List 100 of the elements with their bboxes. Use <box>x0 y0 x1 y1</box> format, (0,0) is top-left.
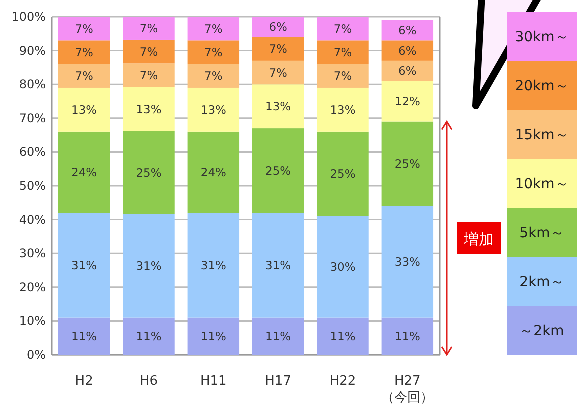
data-label: 12% <box>394 94 421 108</box>
data-label: 7% <box>334 69 352 84</box>
bar <box>123 87 175 132</box>
text: 15km～ <box>515 128 569 144</box>
data-label: 24% <box>72 165 98 180</box>
data-label: 7% <box>334 45 352 60</box>
bar <box>188 17 240 41</box>
bar <box>252 60 304 85</box>
bar <box>58 40 110 64</box>
data-label: 33% <box>394 255 421 270</box>
bar <box>317 132 369 216</box>
bar <box>317 40 369 64</box>
bar <box>382 81 434 122</box>
y-tick-label: 60% <box>19 145 46 160</box>
bar <box>317 216 369 318</box>
bar <box>382 20 434 41</box>
data-label: 6% <box>398 64 417 78</box>
bar <box>123 131 175 214</box>
bar <box>382 60 434 82</box>
data-label: 25% <box>136 166 162 180</box>
bar <box>252 17 304 38</box>
data-label: 6% <box>398 44 417 58</box>
data-label: 7% <box>140 21 158 36</box>
x-tick-label: H2 <box>75 374 94 389</box>
bar <box>382 318 434 355</box>
bar <box>188 88 240 132</box>
bar <box>317 64 369 88</box>
bar <box>317 318 369 355</box>
data-label: 7% <box>204 69 223 84</box>
x-tick-label: H6 <box>140 374 158 389</box>
data-label: 24% <box>200 165 227 180</box>
bar <box>58 213 110 318</box>
data-label: 7% <box>75 45 94 60</box>
text: ～2km <box>520 324 564 340</box>
bar <box>382 40 434 61</box>
data-label: 7% <box>269 66 288 80</box>
x-tick-label: H27 （今回） <box>382 374 434 406</box>
y-tick-label: 100% <box>12 10 46 24</box>
bar <box>382 206 434 318</box>
data-label: 13% <box>266 100 292 114</box>
bar <box>58 17 110 41</box>
bar <box>58 132 110 214</box>
x-tick-label: H17 <box>265 374 292 389</box>
y-tick-label: 0% <box>26 348 46 362</box>
data-label: 7% <box>140 44 158 59</box>
bar <box>188 40 240 64</box>
data-label: 13% <box>330 102 356 117</box>
data-label: 6% <box>398 24 417 38</box>
data-label: 31% <box>266 258 292 272</box>
bar <box>123 214 175 318</box>
bar <box>188 132 240 214</box>
bar <box>188 64 240 88</box>
bar <box>58 318 110 355</box>
data-label: 25% <box>330 167 356 182</box>
bar <box>252 37 304 61</box>
bar <box>252 128 304 214</box>
bar <box>252 318 304 355</box>
data-label: 25% <box>266 164 292 178</box>
data-label: 11% <box>136 329 162 344</box>
data-label: 7% <box>204 45 223 60</box>
data-label: 7% <box>269 42 288 56</box>
data-label: 7% <box>334 22 352 36</box>
data-label: 30% <box>330 260 356 274</box>
y-tick-label: 50% <box>19 179 46 193</box>
bar <box>123 64 175 88</box>
y-tick-label: 30% <box>19 246 46 261</box>
text: 30km～ <box>515 30 569 46</box>
y-tick-label: 40% <box>19 212 46 227</box>
data-label: 31% <box>72 258 98 272</box>
y-tick-label: 20% <box>19 280 46 294</box>
bar <box>188 318 240 355</box>
bar <box>123 17 175 40</box>
y-tick-label: 90% <box>19 44 46 58</box>
bar <box>317 17 369 41</box>
text: 20km～ <box>515 78 569 94</box>
bar <box>58 88 110 132</box>
data-label: 11% <box>200 329 227 344</box>
x-tick-label: H11 <box>200 374 227 389</box>
data-label: 7% <box>140 68 158 82</box>
y-tick-label: 70% <box>19 111 46 126</box>
data-label: 11% <box>72 329 98 344</box>
data-label: 25% <box>394 157 421 172</box>
data-label: 7% <box>75 69 94 84</box>
bar <box>252 213 304 318</box>
bar <box>58 64 110 88</box>
data-label: 13% <box>72 102 98 117</box>
bar <box>123 318 175 355</box>
data-label: 11% <box>330 329 356 344</box>
bar <box>188 213 240 318</box>
bar <box>123 40 175 64</box>
bar <box>317 88 369 132</box>
text: 5km～ <box>520 226 564 242</box>
data-label: 13% <box>200 102 227 117</box>
y-tick-label: 80% <box>19 78 46 92</box>
data-label: 11% <box>394 329 421 344</box>
text: 増加 <box>463 230 494 248</box>
text: 2km～ <box>520 274 564 290</box>
data-label: 31% <box>136 259 162 274</box>
data-label: 11% <box>266 329 292 344</box>
data-label: 31% <box>200 258 227 272</box>
